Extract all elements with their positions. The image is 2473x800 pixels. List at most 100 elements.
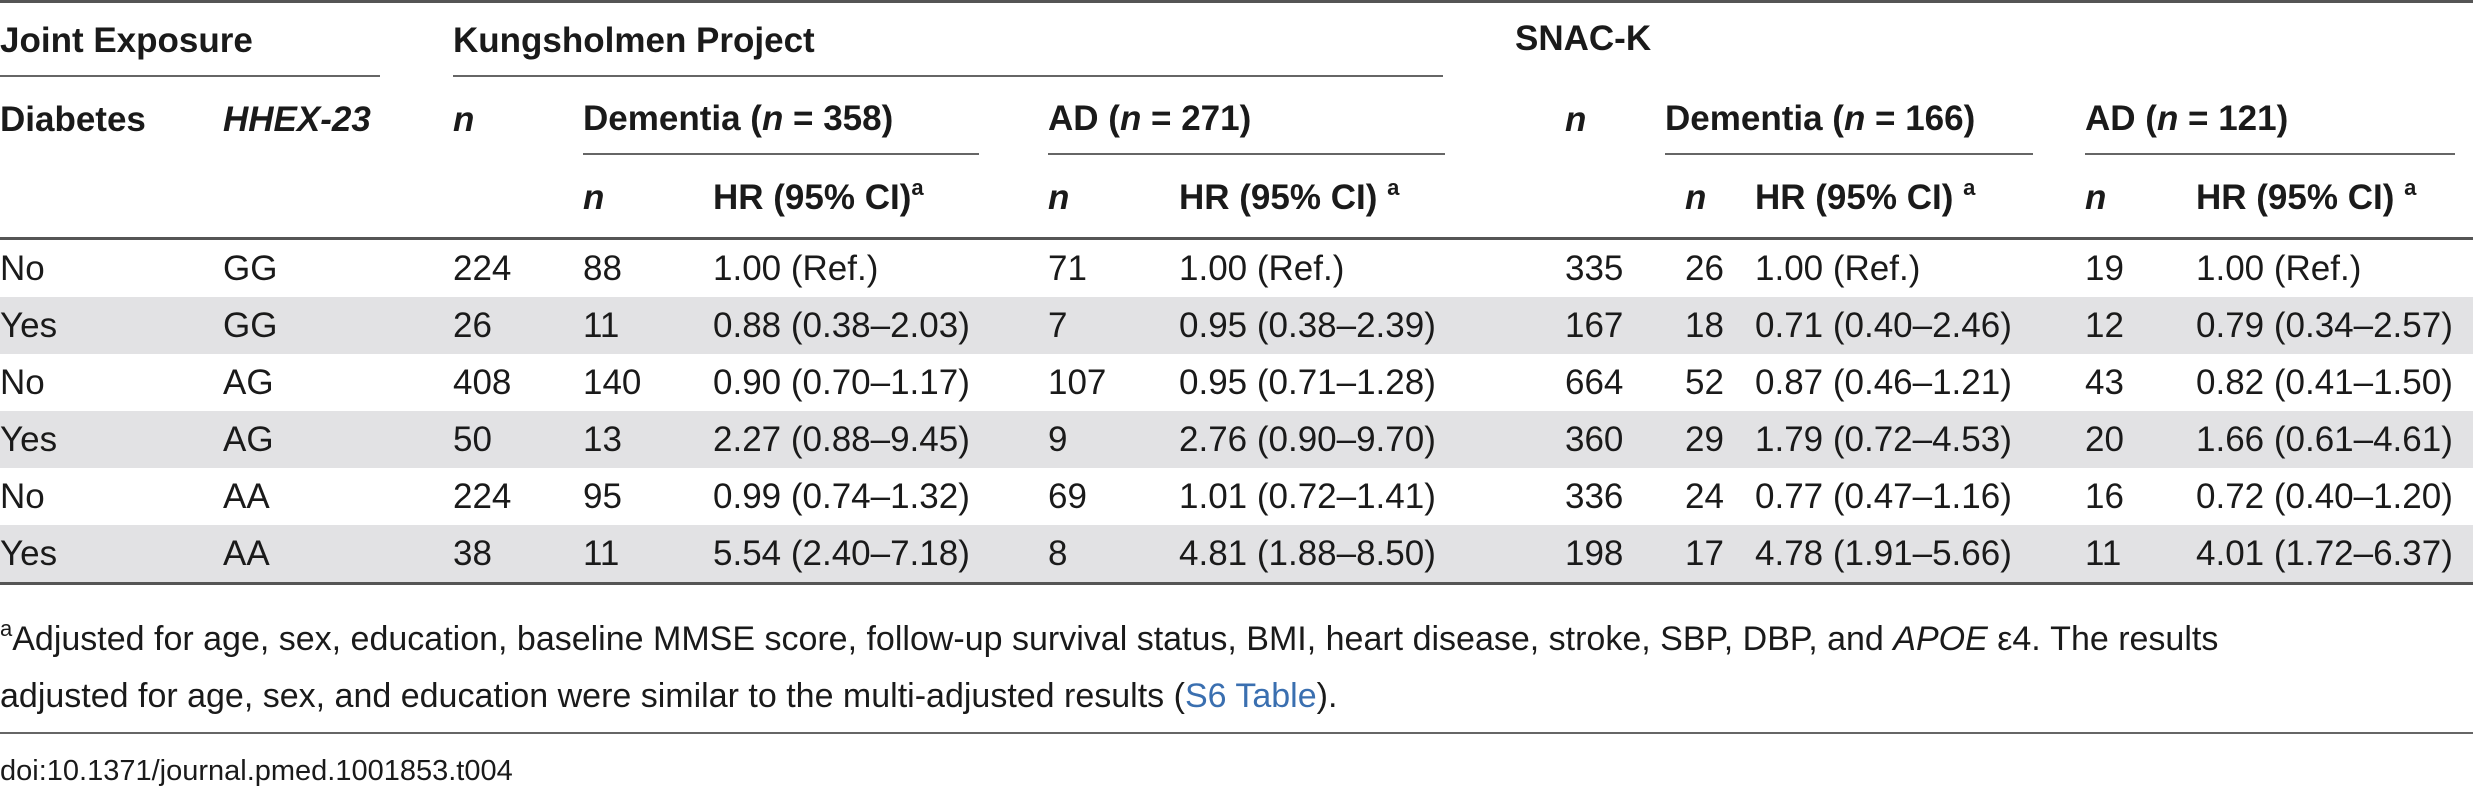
cell-kung-dementia-hr: 5.54 (2.40–7.18) <box>713 525 1048 585</box>
cell-kung-ad-n: 107 <box>1048 362 1107 402</box>
cell-kung-dementia-n: 11 <box>583 297 713 354</box>
col-header-hhex: HHEX-23 <box>223 100 371 139</box>
col-header-snac-ad-n: n <box>2085 159 2196 240</box>
col-header-kung-ad: AD (n = 271) <box>1048 81 1515 159</box>
table-row: No GG 224 88 1.00 (Ref.) 71 1.00 (Ref.) 335 26 1.… <box>0 239 2473 298</box>
cell-kung-n: 38 <box>453 525 583 585</box>
footnote-line-2: adjusted for age, sex, and education wer… <box>0 677 1338 715</box>
cell-kung-dementia-hr: 0.88 (0.38–2.03) <box>713 297 1048 354</box>
cell-diabetes: No <box>0 248 45 288</box>
table-row: No AG 408 140 0.90 (0.70–1.17) 107 0.95 (0.71–… <box>0 354 2473 411</box>
cell-kung-n: 26 <box>453 297 583 354</box>
col-header-snac-ad: AD (n = 121) <box>2085 81 2473 159</box>
cell-hhex: AG <box>223 411 453 468</box>
cell-diabetes: No <box>0 476 45 516</box>
cell-kung-dementia-n: 13 <box>583 411 713 468</box>
cell-hhex: AG <box>223 362 274 402</box>
cell-kung-n: 408 <box>453 362 512 402</box>
cell-snac-ad-n: 43 <box>2085 362 2124 402</box>
cell-snac-ad-n: 11 <box>2085 525 2196 585</box>
cell-snac-n: 198 <box>1515 525 1645 585</box>
cell-kung-ad-n: 69 <box>1048 476 1087 516</box>
cell-snac-dementia-hr: 4.78 (1.91–5.66) <box>1755 525 2085 585</box>
footnote-divider <box>0 732 2473 734</box>
cell-diabetes: No <box>0 362 45 402</box>
cell-kung-dementia-hr: 1.00 (Ref.) <box>713 248 879 288</box>
col-header-snac-ad-hr: HR (95% CI) a <box>2196 159 2473 240</box>
col-header-kung-n: n <box>453 100 475 139</box>
cell-snac-dementia-n: 18 <box>1645 297 1755 354</box>
col-header-empty-4 <box>1515 159 1645 240</box>
joint-exposure-table: Joint Exposure Kungsholmen Project SNAC-… <box>0 0 2473 585</box>
cell-kung-dementia-n: 140 <box>583 362 642 402</box>
cell-diabetes: Yes <box>0 297 223 354</box>
col-header-kung-ad-hr: HR (95% CI) a <box>1179 159 1515 240</box>
cell-snac-ad-hr: 0.82 (0.41–1.50) <box>2196 362 2453 402</box>
cell-snac-dementia-hr: 1.79 (0.72–4.53) <box>1755 411 2085 468</box>
cell-kung-ad-n: 71 <box>1048 248 1087 288</box>
col-header-snac-n: n <box>1565 100 1587 139</box>
col-header-kung-dementia: Dementia (n = 358) <box>583 81 1048 159</box>
cell-snac-n: 360 <box>1515 411 1645 468</box>
cell-kung-dementia-n: 95 <box>583 476 622 516</box>
table-row: No AA 224 95 0.99 (0.74–1.32) 69 1.01 (0.72–1.… <box>0 468 2473 525</box>
group-header-kungsholmen: Kungsholmen Project <box>453 0 1515 81</box>
cell-snac-n: 335 <box>1565 248 1624 288</box>
cell-snac-n: 664 <box>1565 362 1624 402</box>
col-header-empty-3 <box>453 159 583 240</box>
cell-snac-n: 336 <box>1565 476 1624 516</box>
cell-kung-dementia-hr: 0.90 (0.70–1.17) <box>713 362 970 402</box>
col-header-empty-1 <box>0 159 223 240</box>
col-header-empty-2 <box>223 159 453 240</box>
cell-snac-n: 167 <box>1515 297 1645 354</box>
cell-kung-n: 224 <box>453 248 512 288</box>
cell-snac-dementia-hr: 1.00 (Ref.) <box>1755 248 1921 288</box>
footnote-line-1: aAdjusted for age, sex, education, basel… <box>0 616 2219 659</box>
col-header-snac-dementia: Dementia (n = 166) <box>1645 81 2085 159</box>
cell-snac-ad-hr: 1.66 (0.61–4.61) <box>2196 411 2473 468</box>
cell-snac-ad-hr: 1.00 (Ref.) <box>2196 248 2362 288</box>
cell-kung-ad-n: 9 <box>1048 411 1179 468</box>
cell-kung-ad-n: 8 <box>1048 525 1179 585</box>
cell-kung-ad-hr: 0.95 (0.38–2.39) <box>1179 297 1515 354</box>
cell-hhex: AA <box>223 476 270 516</box>
cell-kung-ad-hr: 4.81 (1.88–8.50) <box>1179 525 1515 585</box>
cell-snac-dementia-n: 29 <box>1645 411 1755 468</box>
cell-hhex: AA <box>223 525 453 585</box>
group-header-snac-k: SNAC-K <box>1515 0 2473 81</box>
cell-snac-dementia-hr: 0.87 (0.46–1.21) <box>1755 362 2012 402</box>
cell-kung-ad-hr: 2.76 (0.90–9.70) <box>1179 411 1515 468</box>
cell-kung-dementia-hr: 0.99 (0.74–1.32) <box>713 476 970 516</box>
cell-kung-dementia-hr: 2.27 (0.88–9.45) <box>713 411 1048 468</box>
table-row: Yes GG 26 11 0.88 (0.38–2.03) 7 0.95 (0.38–2.3… <box>0 297 2473 354</box>
col-header-kung-ad-n: n <box>1048 159 1179 240</box>
cell-snac-dementia-n: 17 <box>1645 525 1755 585</box>
cell-kung-ad-hr: 0.95 (0.71–1.28) <box>1179 362 1436 402</box>
results-table-wrapper: Joint Exposure Kungsholmen Project SNAC-… <box>0 0 2473 585</box>
col-header-snac-dementia-n: n <box>1645 159 1755 240</box>
col-header-kung-dementia-hr: HR (95% CI)a <box>713 159 1048 240</box>
cell-snac-dementia-hr: 0.77 (0.47–1.16) <box>1755 476 2012 516</box>
table-row: Yes AA 38 11 5.54 (2.40–7.18) 8 4.81 (1.88–8.5… <box>0 525 2473 585</box>
cell-snac-ad-hr: 4.01 (1.72–6.37) <box>2196 525 2473 585</box>
table-row: Yes AG 50 13 2.27 (0.88–9.45) 9 2.76 (0.90–9.7… <box>0 411 2473 468</box>
col-header-snac-dementia-hr: HR (95% CI) a <box>1755 159 2085 240</box>
cell-kung-ad-hr: 1.00 (Ref.) <box>1179 248 1345 288</box>
cell-snac-ad-n: 12 <box>2085 297 2196 354</box>
cell-snac-ad-hr: 0.79 (0.34–2.57) <box>2196 297 2473 354</box>
cell-snac-ad-n: 19 <box>2085 248 2124 288</box>
col-header-kung-dementia-n: n <box>583 159 713 240</box>
cell-diabetes: Yes <box>0 525 223 585</box>
cell-snac-dementia-n: 24 <box>1685 476 1724 516</box>
cell-kung-ad-n: 7 <box>1048 297 1179 354</box>
group-header-joint-exposure: Joint Exposure <box>0 0 453 81</box>
cell-hhex: GG <box>223 248 278 288</box>
cell-snac-ad-n: 20 <box>2085 411 2196 468</box>
cell-snac-dementia-n: 52 <box>1685 362 1724 402</box>
table-footnote: aAdjusted for age, sex, education, basel… <box>0 611 2473 725</box>
cell-kung-n: 224 <box>453 476 512 516</box>
cell-hhex: GG <box>223 297 453 354</box>
cell-snac-dementia-hr: 0.71 (0.40–2.46) <box>1755 297 2085 354</box>
s6-table-link[interactable]: S6 Table <box>1184 677 1317 715</box>
cell-snac-ad-hr: 0.72 (0.40–1.20) <box>2196 476 2453 516</box>
